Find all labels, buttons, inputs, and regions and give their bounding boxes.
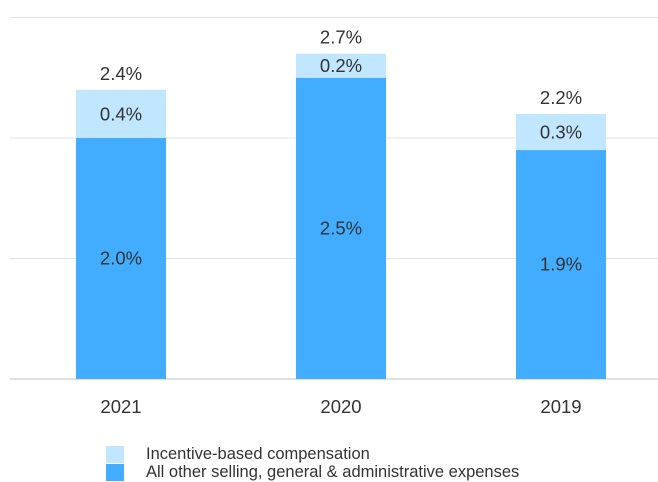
total-label-2021: 2.4%	[100, 63, 142, 84]
bar-incentive-2021	[76, 89, 166, 138]
total-label-2019: 2.2%	[540, 87, 582, 108]
bar-incentive-2020	[296, 53, 386, 78]
bar-sga-2020	[296, 77, 386, 379]
bar-incentive-2019	[516, 113, 606, 151]
data-label-incentive-2020: 0.2%	[320, 55, 362, 76]
bar-sga-2019	[516, 150, 606, 379]
data-label-sga-2020: 2.5%	[320, 217, 362, 238]
total-label-2020: 2.7%	[320, 27, 362, 48]
legend-item-incentive: Incentive-based compensation	[106, 445, 519, 463]
legend-item-sga: All other selling, general & administrat…	[106, 463, 519, 481]
legend-swatch-sga	[106, 463, 124, 481]
data-label-sga-2021: 2.0%	[100, 248, 142, 269]
x-tick-label-2021: 2021	[100, 396, 141, 417]
x-tick-label-2020: 2020	[320, 396, 361, 417]
legend: Incentive-based compensation All other s…	[106, 445, 519, 481]
legend-swatch-incentive	[106, 445, 124, 463]
bar-chart-svg: 2.0% 0.4% 2.4% 2021 2.5% 0.2% 2.7% 2020 1.9% 0.3%…	[10, 17, 658, 417]
x-tick-label-2019: 2019	[540, 396, 581, 417]
data-label-incentive-2019: 0.3%	[540, 121, 582, 142]
data-label-sga-2019: 1.9%	[540, 254, 582, 275]
bar-sga-2021	[76, 138, 166, 379]
legend-label-incentive: Incentive-based compensation	[146, 444, 370, 463]
data-label-incentive-2021: 0.4%	[100, 103, 142, 124]
legend-label-sga: All other selling, general & administrat…	[146, 462, 520, 481]
